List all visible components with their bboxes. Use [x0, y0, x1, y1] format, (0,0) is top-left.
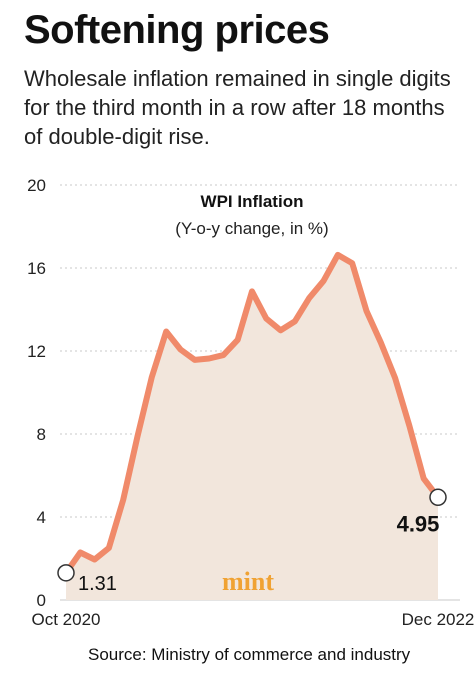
chart-title: Softening prices [24, 8, 330, 52]
annotation-label: 4.95 [397, 511, 440, 536]
x-tick-label: Dec 2022 [402, 610, 474, 629]
x-tick-label: Oct 2020 [32, 610, 101, 629]
y-tick-label: 16 [27, 259, 46, 278]
mint-watermark: mint [222, 567, 274, 596]
y-tick-label: 8 [37, 425, 46, 444]
chart-subtitle: Wholesale inflation remained in single d… [24, 66, 451, 149]
series-area [66, 254, 438, 600]
wpi-inflation-chart: 0 4 8 12 16 20 WPI Inflation (Y-o-y change, i… [27, 176, 474, 629]
x-axis-ticks: Oct 2020 Dec 2022 [32, 610, 474, 629]
y-tick-label: 4 [37, 508, 46, 527]
y-tick-label: 20 [27, 176, 46, 195]
endpoint-marker [57, 564, 75, 582]
annotation-label: 1.31 [78, 573, 117, 595]
source-note: Source: Ministry of commerce and industr… [88, 645, 411, 664]
y-axis-ticks: 0 4 8 12 16 20 [27, 176, 46, 610]
series-line [63, 251, 441, 576]
y-tick-label: 12 [27, 342, 46, 361]
inner-chart-title: WPI Inflation [201, 192, 304, 211]
inner-chart-subtitle: (Y-o-y change, in %) [175, 219, 328, 238]
endpoint-marker [429, 488, 447, 507]
y-tick-label: 0 [37, 591, 46, 610]
annotations: 1.31 4.95 [57, 488, 447, 595]
